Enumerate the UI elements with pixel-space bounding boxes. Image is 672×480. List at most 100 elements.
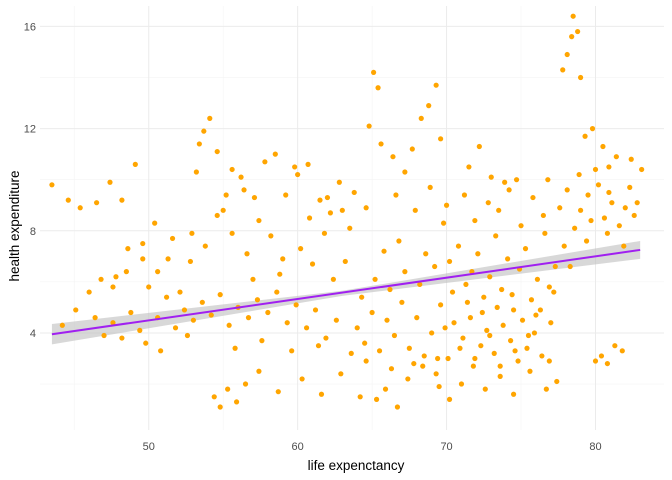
data-point [229, 166, 235, 173]
y-axis-tick-labels: 4 8 12 16 [24, 21, 36, 340]
data-point [537, 307, 543, 313]
data-point [548, 320, 554, 326]
data-point [436, 383, 442, 390]
data-point [458, 381, 465, 387]
data-point [628, 156, 634, 162]
data-point [402, 169, 408, 175]
data-point [606, 164, 612, 170]
y-axis-title: health expenditure [7, 170, 22, 281]
data-point [461, 192, 468, 198]
data-point [393, 192, 399, 198]
data-point [220, 207, 226, 213]
data-point [283, 192, 289, 198]
data-point [388, 366, 395, 372]
data-point [378, 141, 384, 147]
data-point [435, 355, 441, 362]
data-point [595, 182, 602, 188]
data-point [86, 289, 92, 295]
data-point [484, 327, 490, 333]
data-point [110, 320, 116, 326]
data-point [405, 376, 411, 382]
data-point [567, 263, 573, 270]
data-point [318, 391, 325, 397]
data-point [351, 189, 357, 196]
data-point [73, 307, 79, 313]
data-point [622, 205, 628, 211]
data-point [233, 399, 240, 405]
data-point [251, 194, 258, 201]
data-point [327, 210, 334, 216]
data-point [155, 269, 161, 275]
data-point [289, 348, 295, 354]
data-point [309, 261, 316, 267]
grid-lines [40, 6, 664, 430]
data-point [357, 394, 363, 400]
data-point [125, 246, 131, 252]
data-point [609, 200, 615, 206]
data-point [479, 309, 485, 316]
data-point [245, 315, 252, 321]
data-point [546, 358, 552, 364]
data-point [359, 294, 365, 300]
data-point [485, 200, 491, 206]
data-point [208, 312, 214, 318]
data-point [284, 320, 290, 326]
data-point [506, 187, 512, 193]
data-point [193, 169, 199, 175]
data-point [604, 360, 611, 367]
data-point [199, 299, 205, 305]
data-point [470, 363, 476, 369]
data-point [339, 207, 345, 213]
data-point [619, 348, 625, 354]
data-point [113, 274, 119, 280]
data-point [262, 159, 268, 165]
data-point [497, 363, 503, 369]
data-point [92, 315, 98, 321]
data-point [411, 360, 417, 367]
data-point [370, 69, 377, 76]
data-point [530, 194, 536, 201]
data-point [172, 325, 179, 331]
data-point [362, 340, 368, 346]
data-point [564, 51, 570, 58]
data-point [321, 230, 328, 236]
data-point [552, 263, 558, 270]
data-point [481, 294, 487, 300]
data-point [333, 317, 339, 323]
data-point [123, 269, 129, 275]
data-point [592, 166, 599, 173]
data-point [531, 330, 538, 336]
data-point [312, 307, 319, 313]
data-point [292, 164, 298, 170]
data-point [202, 243, 208, 249]
data-point [601, 215, 608, 221]
data-point [463, 281, 469, 288]
data-point [598, 353, 605, 359]
data-point [336, 179, 342, 185]
data-point [551, 289, 557, 295]
data-point [256, 217, 262, 224]
data-point [119, 197, 125, 203]
data-point [98, 276, 104, 282]
data-point [242, 381, 249, 387]
data-point [433, 371, 439, 377]
y-tick-label: 8 [30, 226, 36, 238]
data-point [570, 13, 576, 19]
data-point [522, 246, 529, 252]
data-point [196, 141, 202, 147]
data-point [165, 256, 171, 262]
data-point [217, 292, 223, 298]
data-point [487, 332, 493, 339]
x-tick-label: 60 [292, 441, 304, 453]
data-point [298, 246, 304, 252]
data-point [578, 74, 584, 81]
data-point [539, 353, 545, 359]
data-point [384, 317, 390, 323]
data-point [217, 404, 223, 410]
data-point [494, 304, 500, 310]
data-point [295, 171, 301, 178]
data-point [500, 322, 506, 328]
data-point [330, 276, 336, 282]
data-point [476, 143, 482, 150]
